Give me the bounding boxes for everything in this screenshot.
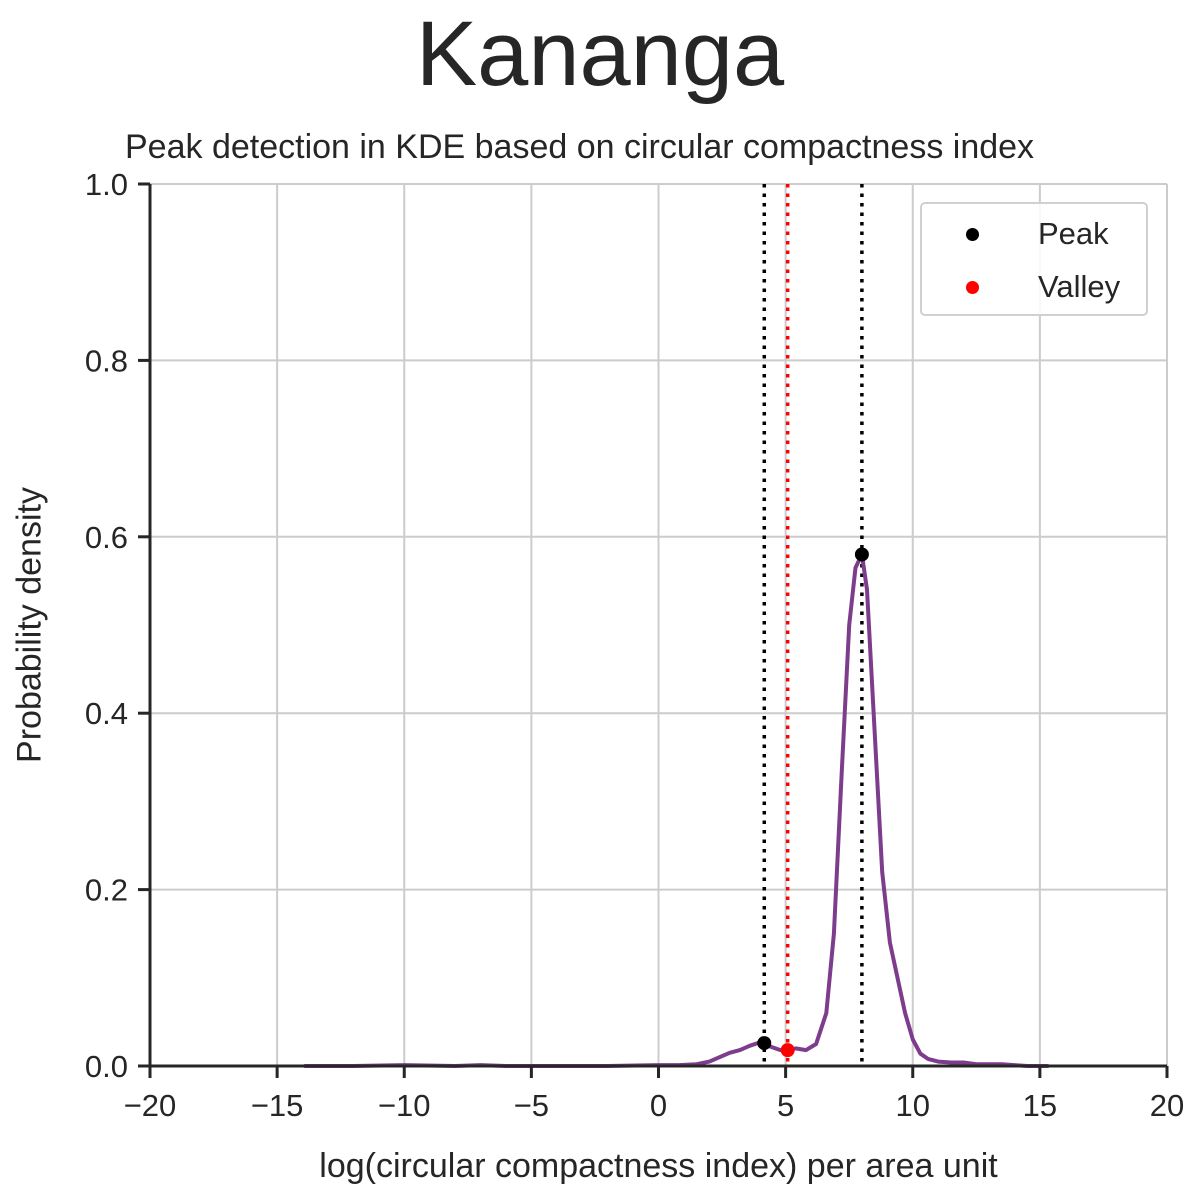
peak-point (854, 547, 869, 562)
grid-lines (150, 183, 1168, 1066)
valley-point (780, 1043, 795, 1058)
y-tick-label: 0.2 (85, 873, 128, 908)
y-axis-label: Probability density (10, 487, 49, 763)
legend-marker-valley (966, 281, 979, 294)
legend: Peak Valley (920, 202, 1148, 316)
legend-label-valley: Valley (1038, 269, 1121, 304)
x-tick-label: −20 (124, 1088, 177, 1123)
legend-item-valley: Valley (922, 267, 1146, 307)
y-tick-label: 0.8 (85, 343, 128, 378)
legend-marker-peak (966, 228, 979, 241)
figure-suptitle: Kananga (415, 3, 785, 105)
x-tick-label: −10 (378, 1088, 431, 1123)
chart-title: Peak detection in KDE based on circular … (125, 128, 1035, 166)
kde-series-line (303, 552, 1050, 1068)
y-tick-label: 1.0 (85, 167, 128, 202)
legend-item-peak: Peak (922, 214, 1146, 254)
legend-label-peak: Peak (1038, 216, 1109, 251)
x-axis-label: log(circular compactness index) per area… (319, 1147, 998, 1185)
x-tick-label: −15 (251, 1088, 304, 1123)
y-tick-label: 0.0 (85, 1049, 128, 1084)
peak-valley-points (757, 547, 869, 1058)
x-tick-label: −5 (514, 1088, 549, 1123)
peak-point (757, 1036, 772, 1051)
x-tick-label: 10 (896, 1088, 930, 1123)
x-tick-label: 15 (1023, 1088, 1057, 1123)
x-tick-label: 5 (777, 1088, 794, 1123)
x-tick-label: 0 (650, 1088, 667, 1123)
y-tick-label: 0.4 (85, 696, 128, 731)
x-tick-label: 20 (1150, 1088, 1184, 1123)
y-ticks: 0.0 0.2 0.4 0.6 0.8 1.0 (85, 167, 150, 1084)
marker-vertical-lines (762, 184, 864, 1066)
x-ticks: −20 −15 −10 −5 0 5 10 15 20 (124, 1066, 1184, 1123)
y-tick-label: 0.6 (85, 520, 128, 555)
